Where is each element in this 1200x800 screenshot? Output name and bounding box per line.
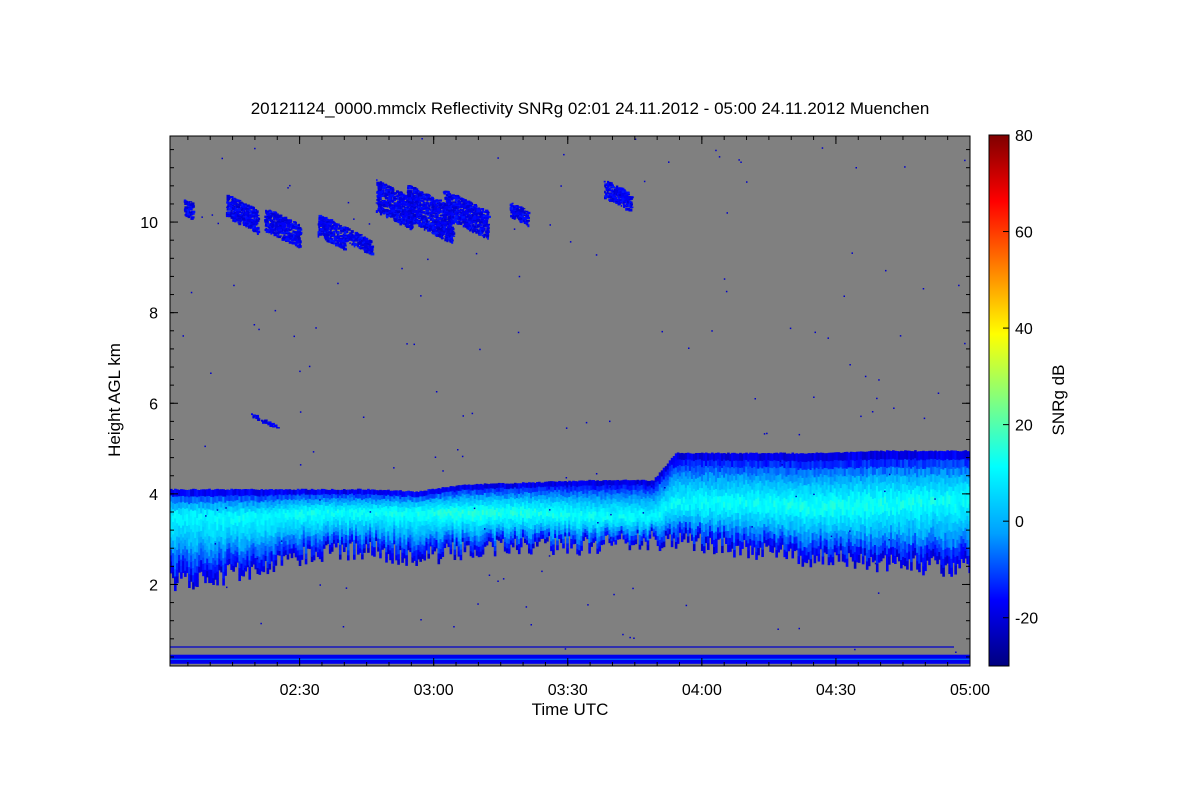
y-tick-label: 4 <box>149 487 158 504</box>
x-tick-label: 03:30 <box>548 682 588 699</box>
plot-area <box>169 135 971 667</box>
colorbar-tick-label: -20 <box>1015 611 1038 628</box>
colorbar-tick-label: 0 <box>1015 514 1024 531</box>
colorbar-tick-label: 40 <box>1015 321 1033 338</box>
x-tick-label: 03:00 <box>414 682 454 699</box>
plot-frame <box>169 135 971 667</box>
radar-data-layer <box>170 138 970 664</box>
colorbar: -20 0 20 40 60 80 SNRg dB <box>988 128 1068 667</box>
colorbar-tick-label: 80 <box>1015 128 1033 145</box>
y-tick-label: 2 <box>149 577 158 594</box>
x-tick-label: 02:30 <box>280 682 320 699</box>
plot-background <box>170 136 970 666</box>
y-tick-label: 10 <box>140 215 158 232</box>
colorbar-tick-label: 20 <box>1015 418 1033 435</box>
colorbar-ticks: -20 0 20 40 60 80 <box>1003 128 1038 628</box>
x-tick-label: 04:30 <box>816 682 856 699</box>
x-axis: 02:30 03:00 03:30 04:00 04:30 05:00 <box>187 136 990 699</box>
noise-speckles <box>182 138 966 653</box>
y-tick-label: 6 <box>149 396 158 413</box>
cirrus-patches <box>183 179 634 429</box>
x-axis-title: Time UTC <box>532 700 609 719</box>
y-axis-title: Height AGL km <box>105 343 124 457</box>
ground-clutter <box>170 646 970 664</box>
colorbar-gradient <box>988 134 1010 667</box>
y-axis: 2 4 6 8 10 <box>140 149 970 658</box>
chart-title: 20121124_0000.mmclx Reflectivity SNRg 02… <box>251 99 930 118</box>
mid-level-cloud <box>170 450 970 592</box>
colorbar-tick-label: 60 <box>1015 225 1033 242</box>
x-tick-label: 04:00 <box>682 682 722 699</box>
x-tick-label: 05:00 <box>950 682 990 699</box>
y-tick-label: 8 <box>149 306 158 323</box>
colorbar-title: SNRg dB <box>1049 365 1068 436</box>
